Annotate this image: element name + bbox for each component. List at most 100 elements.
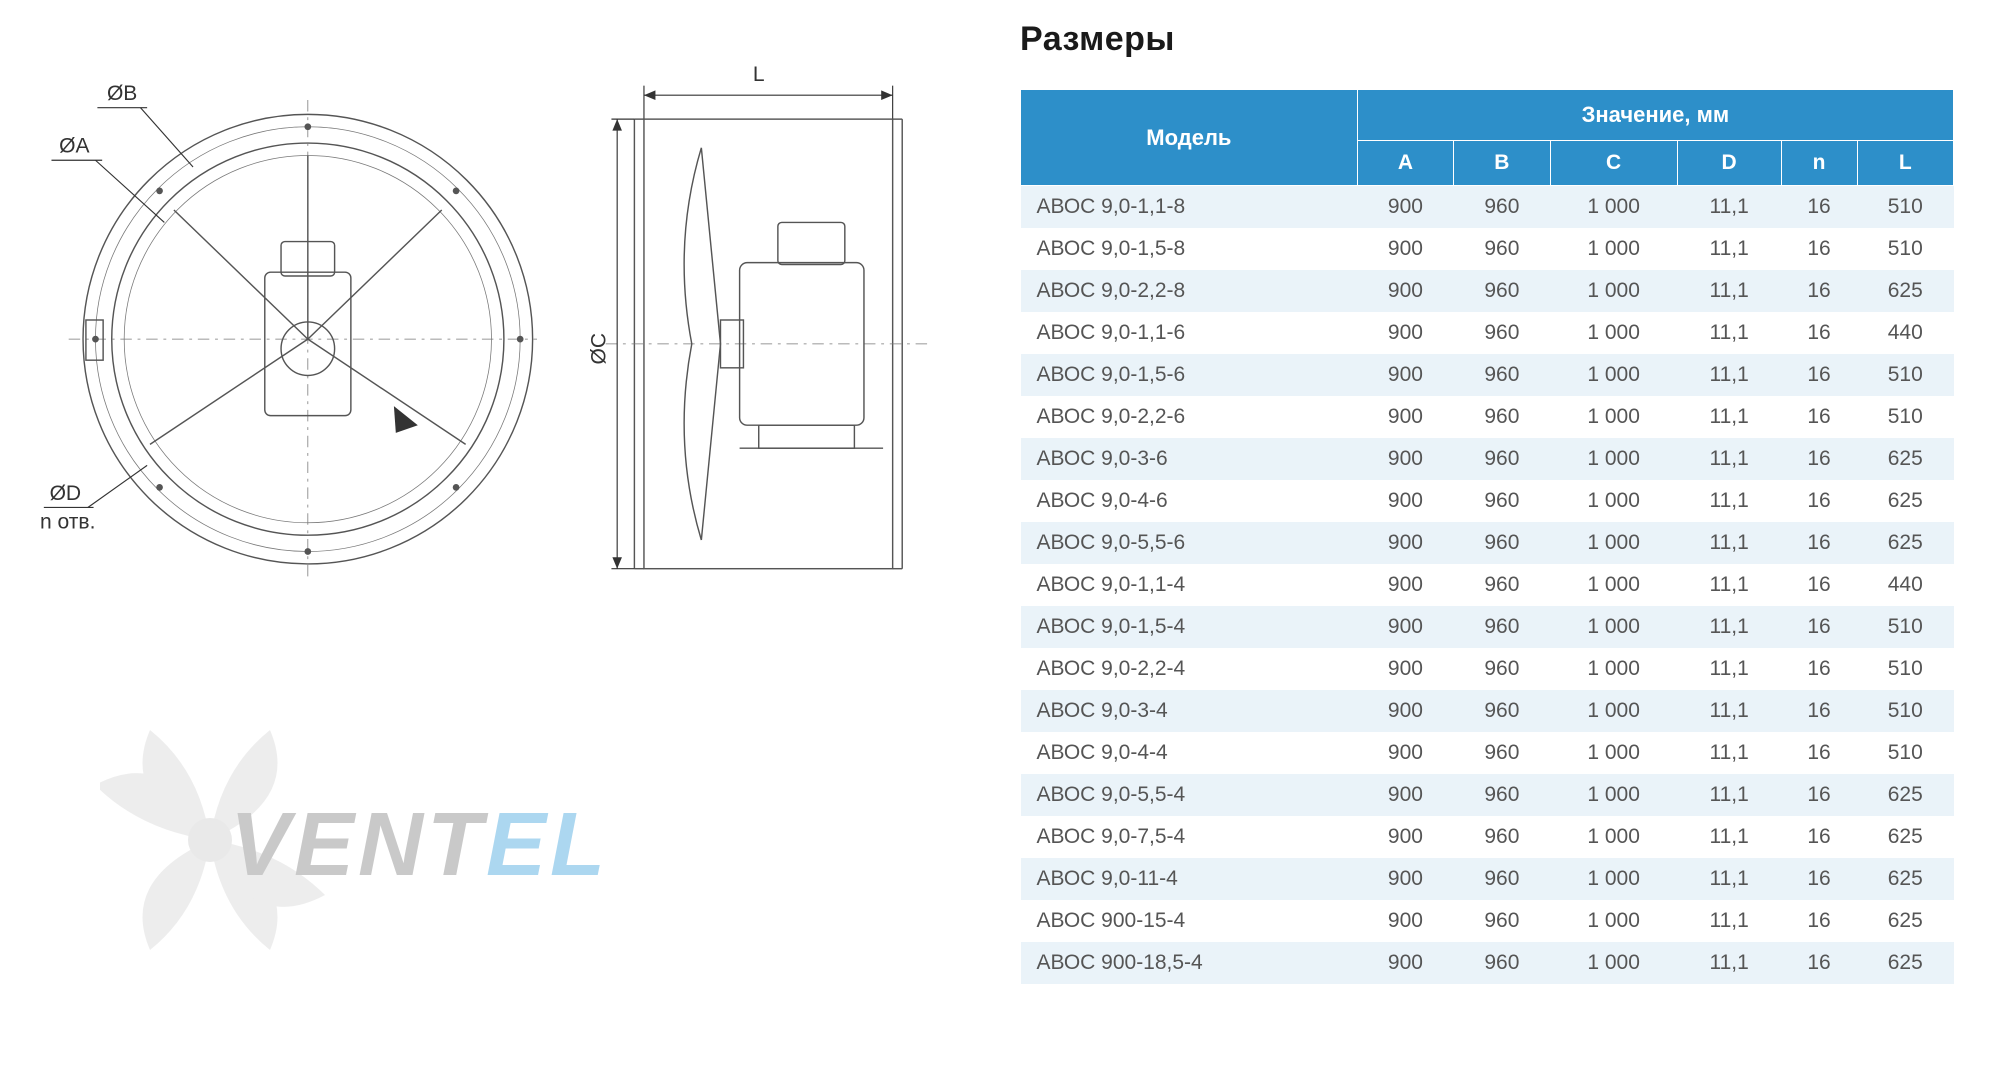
cell-value: 510 xyxy=(1857,690,1953,732)
table-row: АВОС 9,0-7,5-49009601 00011,116625 xyxy=(1021,816,1954,858)
cell-value: 625 xyxy=(1857,774,1953,816)
cell-value: 11,1 xyxy=(1677,228,1781,270)
cell-value: 960 xyxy=(1454,354,1550,396)
cell-value: 510 xyxy=(1857,228,1953,270)
cell-model: АВОС 900-18,5-4 xyxy=(1021,942,1358,984)
cell-model: АВОС 9,0-1,5-6 xyxy=(1021,354,1358,396)
cell-model: АВОС 9,0-1,5-4 xyxy=(1021,606,1358,648)
cell-value: 16 xyxy=(1781,270,1857,312)
cell-value: 11,1 xyxy=(1677,690,1781,732)
cell-model: АВОС 9,0-5,5-4 xyxy=(1021,774,1358,816)
cell-value: 1 000 xyxy=(1550,774,1677,816)
cell-value: 900 xyxy=(1357,438,1453,480)
cell-value: 900 xyxy=(1357,942,1453,984)
cell-value: 1 000 xyxy=(1550,606,1677,648)
cell-value: 1 000 xyxy=(1550,732,1677,774)
watermark: VENTEL xyxy=(100,700,800,985)
cell-value: 1 000 xyxy=(1550,438,1677,480)
cell-value: 960 xyxy=(1454,774,1550,816)
cell-value: 1 000 xyxy=(1550,942,1677,984)
cell-value: 1 000 xyxy=(1550,270,1677,312)
cell-value: 1 000 xyxy=(1550,312,1677,354)
cell-model: АВОС 9,0-4-4 xyxy=(1021,732,1358,774)
cell-value: 16 xyxy=(1781,816,1857,858)
cell-value: 11,1 xyxy=(1677,606,1781,648)
col-header-b: B xyxy=(1454,141,1550,186)
cell-value: 900 xyxy=(1357,900,1453,942)
cell-model: АВОС 9,0-2,2-4 xyxy=(1021,648,1358,690)
cell-value: 16 xyxy=(1781,690,1857,732)
cell-value: 16 xyxy=(1781,564,1857,606)
cell-value: 900 xyxy=(1357,480,1453,522)
cell-value: 440 xyxy=(1857,564,1953,606)
cell-value: 16 xyxy=(1781,774,1857,816)
table-row: АВОС 9,0-1,5-49009601 00011,116510 xyxy=(1021,606,1954,648)
cell-value: 11,1 xyxy=(1677,564,1781,606)
col-header-a: A xyxy=(1357,141,1453,186)
watermark-text-a: VENT xyxy=(230,795,489,895)
cell-value: 16 xyxy=(1781,186,1857,229)
dim-label-n-otv: n отв. xyxy=(40,511,95,534)
cell-value: 11,1 xyxy=(1677,816,1781,858)
cell-value: 960 xyxy=(1454,690,1550,732)
cell-model: АВОС 9,0-1,1-6 xyxy=(1021,312,1358,354)
cell-value: 1 000 xyxy=(1550,396,1677,438)
cell-value: 11,1 xyxy=(1677,480,1781,522)
cell-value: 625 xyxy=(1857,522,1953,564)
cell-value: 1 000 xyxy=(1550,858,1677,900)
cell-value: 510 xyxy=(1857,354,1953,396)
cell-value: 960 xyxy=(1454,606,1550,648)
cell-value: 960 xyxy=(1454,900,1550,942)
dim-label-ob: ØB xyxy=(107,82,137,105)
cell-model: АВОС 9,0-3-4 xyxy=(1021,690,1358,732)
cell-model: АВОС 9,0-2,2-8 xyxy=(1021,270,1358,312)
technical-diagram: ØB ØA ØD n отв. L xyxy=(40,40,960,600)
table-row: АВОС 9,0-1,5-89009601 00011,116510 xyxy=(1021,228,1954,270)
cell-value: 960 xyxy=(1454,858,1550,900)
cell-model: АВОС 9,0-7,5-4 xyxy=(1021,816,1358,858)
cell-value: 11,1 xyxy=(1677,354,1781,396)
cell-value: 625 xyxy=(1857,480,1953,522)
cell-model: АВОС 9,0-3-6 xyxy=(1021,438,1358,480)
cell-value: 16 xyxy=(1781,354,1857,396)
cell-value: 16 xyxy=(1781,942,1857,984)
cell-value: 16 xyxy=(1781,900,1857,942)
cell-value: 960 xyxy=(1454,648,1550,690)
cell-value: 900 xyxy=(1357,774,1453,816)
cell-value: 11,1 xyxy=(1677,186,1781,229)
cell-model: АВОС 900-15-4 xyxy=(1021,900,1358,942)
dim-label-oc: ØC xyxy=(588,333,611,365)
dim-label-l: L xyxy=(753,63,765,86)
cell-value: 960 xyxy=(1454,564,1550,606)
cell-value: 900 xyxy=(1357,396,1453,438)
cell-value: 440 xyxy=(1857,312,1953,354)
cell-value: 16 xyxy=(1781,648,1857,690)
cell-model: АВОС 9,0-1,1-8 xyxy=(1021,186,1358,229)
dim-label-od: ØD xyxy=(50,482,82,505)
cell-value: 11,1 xyxy=(1677,270,1781,312)
cell-value: 11,1 xyxy=(1677,900,1781,942)
left-column: ØB ØA ØD n отв. L xyxy=(40,20,960,1050)
cell-value: 900 xyxy=(1357,690,1453,732)
cell-value: 900 xyxy=(1357,522,1453,564)
col-header-l: L xyxy=(1857,141,1953,186)
cell-value: 625 xyxy=(1857,270,1953,312)
front-view-drawing: ØB ØA ØD n отв. xyxy=(40,40,537,600)
cell-value: 900 xyxy=(1357,606,1453,648)
cell-value: 900 xyxy=(1357,354,1453,396)
cell-value: 625 xyxy=(1857,438,1953,480)
cell-value: 1 000 xyxy=(1550,228,1677,270)
table-row: АВОС 9,0-1,1-69009601 00011,116440 xyxy=(1021,312,1954,354)
table-row: АВОС 9,0-2,2-69009601 00011,116510 xyxy=(1021,396,1954,438)
table-row: АВОС 9,0-2,2-89009601 00011,116625 xyxy=(1021,270,1954,312)
dim-label-oa: ØA xyxy=(59,135,89,158)
cell-value: 510 xyxy=(1857,186,1953,229)
cell-value: 16 xyxy=(1781,228,1857,270)
cell-value: 16 xyxy=(1781,858,1857,900)
cell-value: 510 xyxy=(1857,648,1953,690)
cell-value: 625 xyxy=(1857,942,1953,984)
table-row: АВОС 9,0-4-69009601 00011,116625 xyxy=(1021,480,1954,522)
cell-value: 900 xyxy=(1357,564,1453,606)
cell-value: 16 xyxy=(1781,438,1857,480)
side-view-drawing: L ØC xyxy=(577,40,960,600)
